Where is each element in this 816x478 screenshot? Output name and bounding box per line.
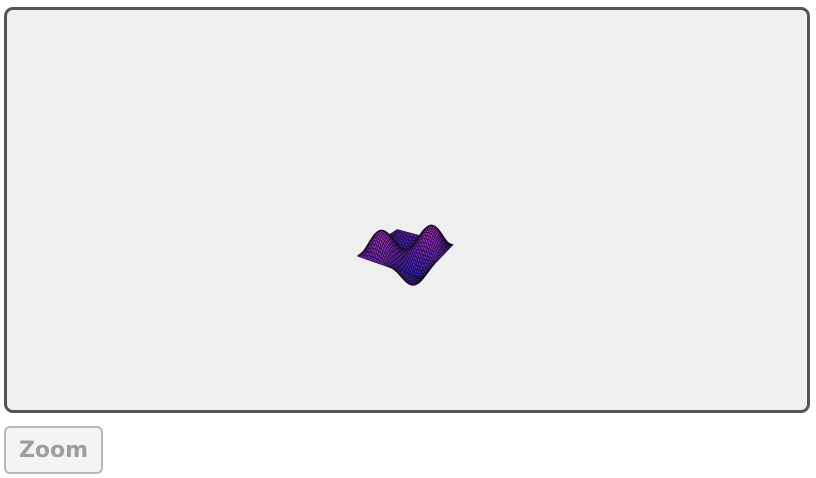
zoom-button[interactable]: Zoom xyxy=(4,426,103,474)
surface-plot-canvas[interactable] xyxy=(7,10,807,410)
surface-plot-viewer[interactable] xyxy=(4,7,810,413)
surface-patch xyxy=(418,277,423,279)
surface-mesh xyxy=(356,224,454,286)
